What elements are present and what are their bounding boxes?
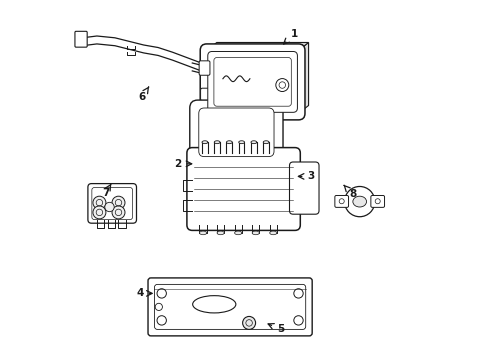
Circle shape [93,196,106,209]
Polygon shape [298,42,308,113]
Text: 7: 7 [102,185,110,198]
Ellipse shape [238,141,244,144]
Circle shape [112,206,125,219]
FancyBboxPatch shape [148,278,311,336]
Circle shape [104,202,114,212]
Circle shape [93,206,106,219]
FancyBboxPatch shape [213,58,291,106]
Text: 8: 8 [344,185,355,199]
Polygon shape [206,42,308,50]
Text: 6: 6 [138,87,148,102]
FancyBboxPatch shape [334,195,348,207]
FancyBboxPatch shape [200,44,305,120]
Ellipse shape [252,231,259,235]
FancyBboxPatch shape [199,108,273,157]
Circle shape [344,186,374,217]
FancyBboxPatch shape [186,148,300,230]
Text: 3: 3 [298,171,314,181]
FancyBboxPatch shape [200,88,210,101]
Text: 5: 5 [267,324,284,334]
Ellipse shape [226,141,232,144]
Ellipse shape [234,231,241,235]
FancyBboxPatch shape [370,195,384,207]
Ellipse shape [352,196,366,207]
Ellipse shape [250,141,256,144]
Ellipse shape [269,231,276,235]
FancyBboxPatch shape [88,184,136,223]
Text: 4: 4 [136,288,152,298]
Text: 2: 2 [174,159,191,169]
Text: 1: 1 [283,29,297,44]
FancyBboxPatch shape [154,284,305,329]
Circle shape [242,316,255,329]
FancyBboxPatch shape [289,162,318,214]
Ellipse shape [214,141,220,144]
FancyBboxPatch shape [189,100,283,165]
FancyBboxPatch shape [207,51,297,112]
FancyBboxPatch shape [92,188,132,220]
Ellipse shape [217,231,224,235]
Ellipse shape [202,141,207,144]
Circle shape [112,196,125,209]
FancyBboxPatch shape [199,61,209,75]
FancyBboxPatch shape [75,31,87,47]
Ellipse shape [263,141,268,144]
Ellipse shape [199,231,206,235]
